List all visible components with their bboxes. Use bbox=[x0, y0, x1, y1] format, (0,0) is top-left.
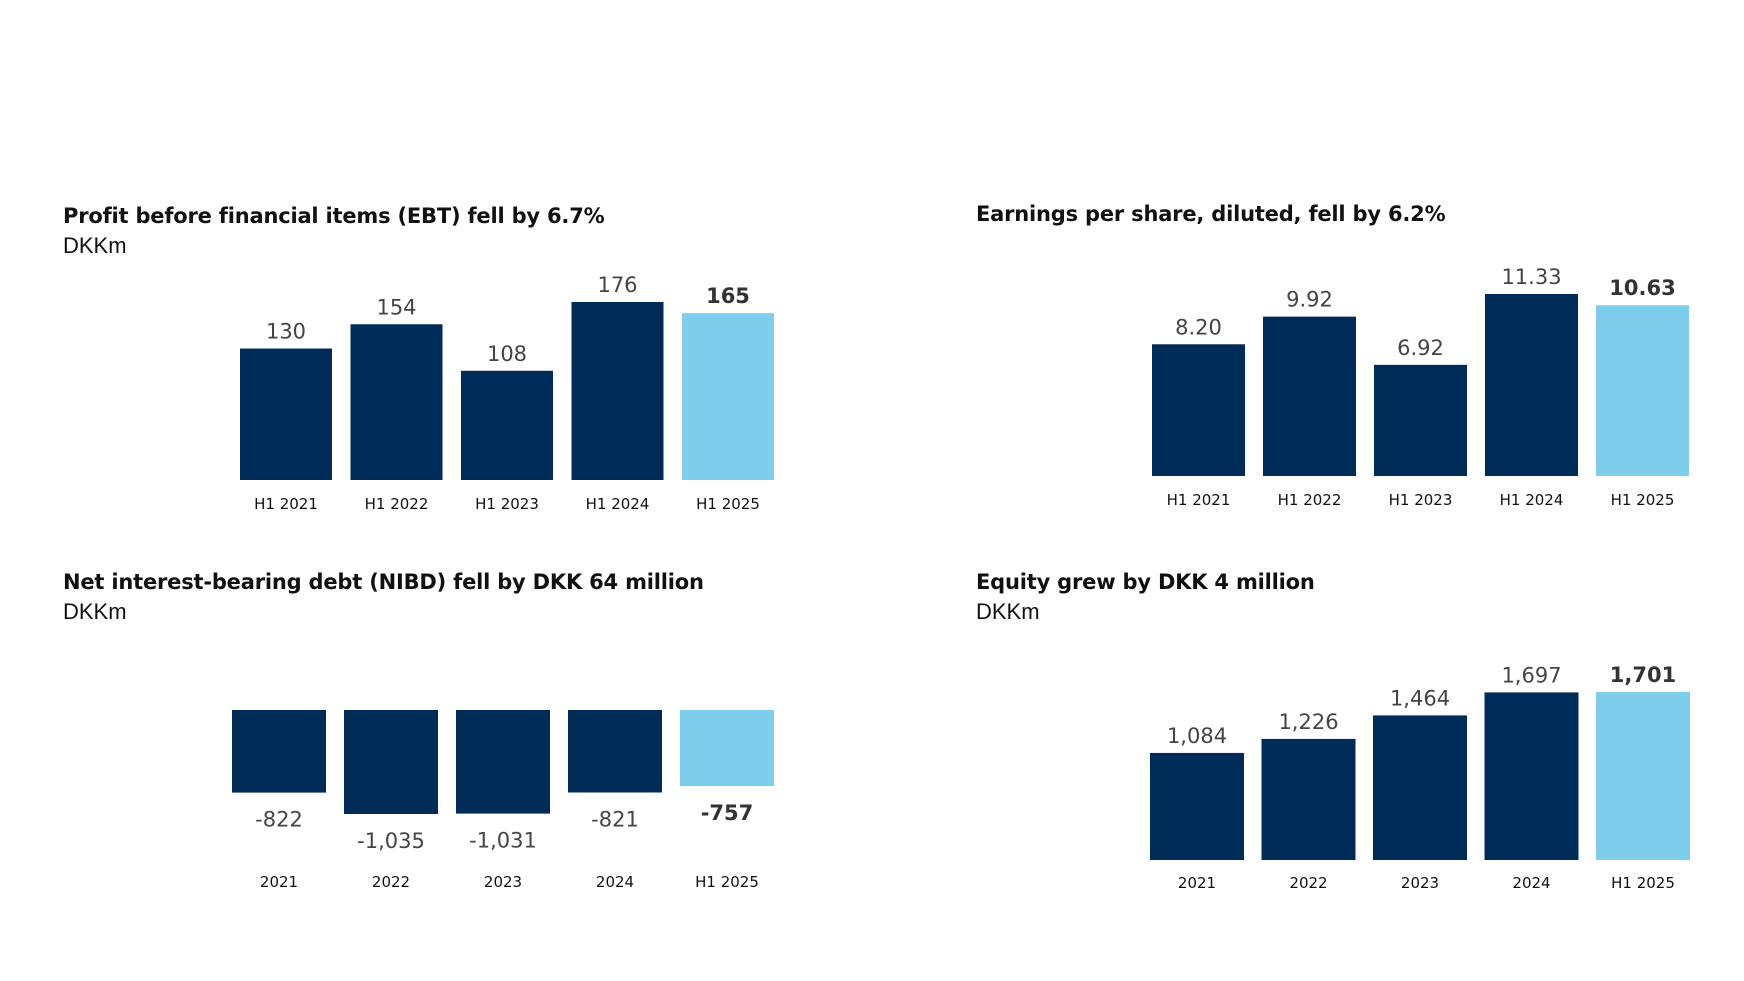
ebt-value-label: 130 bbox=[266, 320, 306, 344]
eps-bar-h1-2025 bbox=[1596, 305, 1689, 476]
ebt-panel: Profit before financial items (EBT) fell… bbox=[0, 0, 872, 513]
ebt-bar-h1-2022 bbox=[350, 324, 443, 480]
equity-category-label: 2023 bbox=[1401, 874, 1439, 892]
nibd-category-label: 2021 bbox=[260, 873, 298, 891]
nibd-value-label: -757 bbox=[701, 801, 754, 825]
eps-value-label: 10.63 bbox=[1609, 276, 1675, 300]
nibd-category-label: H1 2025 bbox=[695, 873, 759, 891]
ebt-bar-h1-2024 bbox=[571, 302, 664, 480]
nibd-chart-unit: DKKm bbox=[63, 599, 127, 624]
nibd-panel: Net interest-bearing debt (NIBD) fell by… bbox=[0, 490, 872, 981]
ebt-value-label: 176 bbox=[597, 273, 637, 297]
equity-chart-unit: DKKm bbox=[976, 599, 1040, 624]
ebt-value-label: 165 bbox=[706, 284, 750, 308]
eps-chart-title: Earnings per share, diluted, fell by 6.2… bbox=[976, 202, 1446, 226]
eps-category-label: H1 2021 bbox=[1167, 491, 1231, 509]
ebt-category-label: H1 2021 bbox=[254, 495, 318, 513]
nibd-value-label: -821 bbox=[591, 807, 639, 831]
ebt-value-label: 154 bbox=[376, 295, 416, 319]
equity-chart-title: Equity grew by DKK 4 million bbox=[976, 570, 1315, 594]
nibd-value-label: -1,035 bbox=[357, 829, 425, 853]
nibd-bar-chart: -822 2021 -1,035 2022 -1,031 2023 -821 2024 -757… bbox=[232, 710, 774, 891]
eps-category-label: H1 2024 bbox=[1500, 491, 1564, 509]
equity-bar-2021 bbox=[1150, 752, 1244, 860]
eps-category-label: H1 2022 bbox=[1278, 491, 1342, 509]
equity-value-label: 1,226 bbox=[1278, 710, 1338, 734]
eps-bar-h1-2021 bbox=[1152, 344, 1245, 476]
ebt-value-label: 108 bbox=[487, 342, 527, 366]
equity-bar-chart: 1,084 2021 1,226 2022 1,464 2023 1,697 2024 1,70… bbox=[1150, 663, 1690, 892]
nibd-bar-2022 bbox=[344, 710, 438, 814]
nibd-category-label: 2023 bbox=[484, 873, 522, 891]
ebt-bar-h1-2023 bbox=[461, 370, 553, 480]
ebt-bar-h1-2025 bbox=[682, 313, 774, 480]
ebt-category-label: H1 2025 bbox=[696, 495, 760, 513]
equity-category-label: 2024 bbox=[1512, 874, 1550, 892]
nibd-bar-2023 bbox=[456, 710, 550, 814]
nibd-bar-2024 bbox=[568, 710, 662, 793]
equity-panel: Equity grew by DKK 4 million DKKm 1,084 2… bbox=[872, 490, 1744, 981]
nibd-value-label: -1,031 bbox=[469, 829, 537, 853]
nibd-bar-h1-2025 bbox=[680, 710, 774, 787]
equity-value-label: 1,697 bbox=[1501, 663, 1561, 687]
eps-bar-h1-2022 bbox=[1263, 316, 1356, 476]
ebt-bar-h1-2021 bbox=[240, 348, 332, 480]
eps-bar-h1-2023 bbox=[1374, 364, 1467, 476]
equity-category-label: H1 2025 bbox=[1611, 874, 1675, 892]
eps-category-label: H1 2025 bbox=[1611, 491, 1675, 509]
equity-bar-2022 bbox=[1261, 738, 1356, 860]
ebt-bar-chart: 130 H1 2021 154 H1 2022 108 H1 2023 176 H1 2024… bbox=[240, 273, 774, 513]
equity-category-label: 2022 bbox=[1289, 874, 1327, 892]
ebt-chart-unit: DKKm bbox=[63, 233, 127, 258]
equity-bar-2024 bbox=[1484, 692, 1579, 860]
equity-bar-2023 bbox=[1373, 715, 1467, 860]
ebt-chart-title: Profit before financial items (EBT) fell… bbox=[63, 204, 605, 228]
nibd-category-label: 2022 bbox=[372, 873, 410, 891]
ebt-category-label: H1 2022 bbox=[365, 495, 429, 513]
equity-value-label: 1,084 bbox=[1167, 724, 1227, 748]
nibd-value-label: -822 bbox=[255, 808, 303, 832]
ebt-category-label: H1 2024 bbox=[586, 495, 650, 513]
equity-category-label: 2021 bbox=[1178, 874, 1216, 892]
eps-bar-h1-2024 bbox=[1485, 294, 1578, 476]
eps-panel: Earnings per share, diluted, fell by 6.2… bbox=[872, 0, 1744, 509]
eps-category-label: H1 2023 bbox=[1389, 491, 1453, 509]
eps-value-label: 11.33 bbox=[1501, 265, 1561, 289]
ebt-category-label: H1 2023 bbox=[475, 495, 539, 513]
equity-value-label: 1,701 bbox=[1610, 663, 1676, 687]
eps-value-label: 6.92 bbox=[1397, 336, 1444, 360]
eps-bar-chart: 8.20 H1 2021 9.92 H1 2022 6.92 H1 2023 11.33 H1… bbox=[1152, 265, 1689, 509]
nibd-category-label: 2024 bbox=[596, 873, 634, 891]
nibd-bar-2021 bbox=[232, 710, 326, 793]
equity-value-label: 1,464 bbox=[1390, 686, 1450, 710]
eps-value-label: 8.20 bbox=[1175, 315, 1222, 339]
eps-value-label: 9.92 bbox=[1286, 288, 1333, 312]
nibd-chart-title: Net interest-bearing debt (NIBD) fell by… bbox=[63, 570, 704, 594]
equity-bar-h1-2025 bbox=[1596, 692, 1690, 860]
